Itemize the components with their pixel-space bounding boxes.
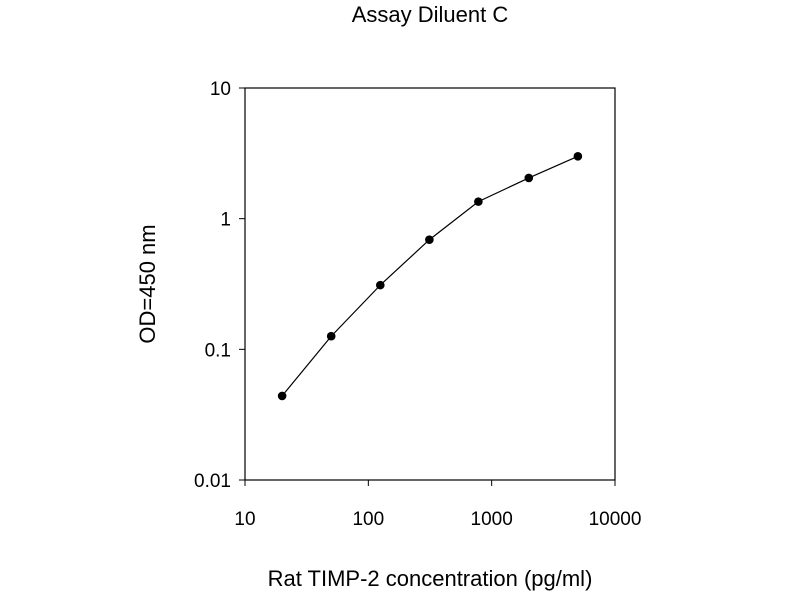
data-point [375, 280, 385, 290]
x-axis-label: Rat TIMP-2 concentration (pg/ml) [267, 566, 593, 591]
chart-title: Assay Diluent C [351, 2, 509, 27]
x-tick-label: 10000 [589, 509, 642, 530]
data-point [474, 197, 483, 206]
data-point [524, 173, 534, 183]
x-tick-label: 1000 [471, 509, 513, 530]
data-point [326, 331, 336, 341]
y-tick-label: 0.01 [194, 471, 231, 492]
x-tick-label: 10 [234, 509, 255, 530]
plot-frame [244, 87, 616, 481]
y-tick-label: 1 [220, 210, 231, 231]
y-tick-label: 0.1 [205, 340, 231, 361]
data-point [425, 235, 434, 245]
x-tick-label: 100 [352, 509, 384, 530]
y-tick-label: 10 [210, 79, 231, 100]
data-point [277, 391, 287, 401]
data-point [573, 152, 583, 161]
series-line [281, 155, 579, 397]
